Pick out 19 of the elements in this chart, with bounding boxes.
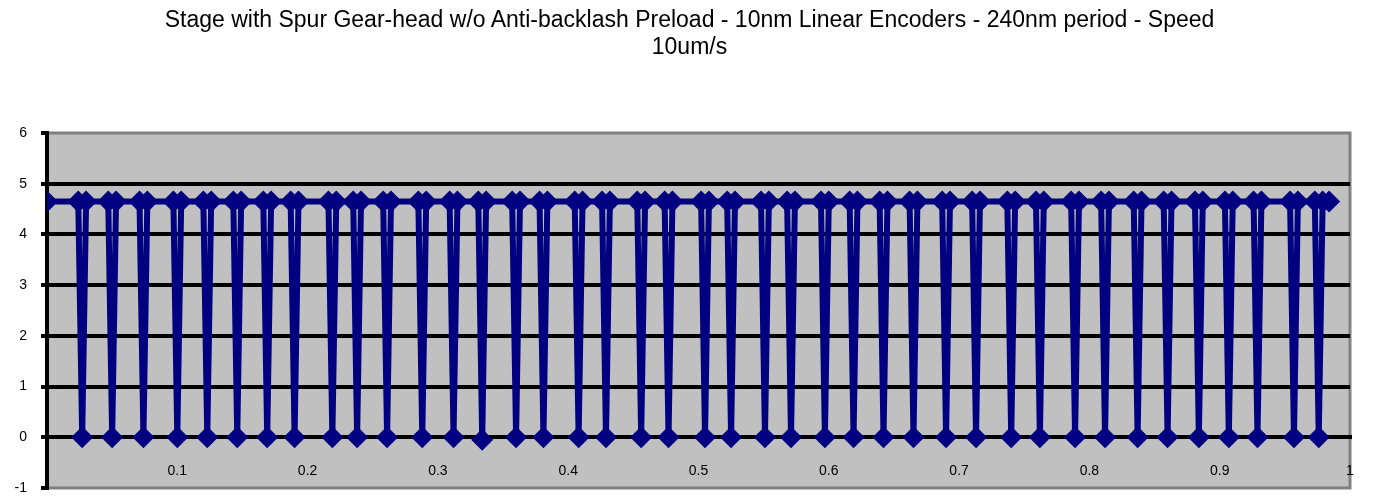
y-tick-label: 1 — [19, 377, 28, 394]
chart-title: Stage with Spur Gear-head w/o Anti-backlash Preload - 10nm Linear Encoders - 240nm period - Speed 10um/s — [163, 6, 1216, 60]
x-tick-label: 0.6 — [819, 461, 839, 478]
y-tick-label: 6 — [19, 123, 28, 140]
y-tick-label: 0 — [19, 428, 28, 445]
x-tick-label: 0.9 — [1209, 461, 1230, 478]
x-tick-label: 0.8 — [1079, 461, 1100, 478]
x-tick-label: 0.7 — [949, 461, 970, 478]
y-tick-label: 3 — [19, 276, 28, 292]
y-tick-label: 2 — [19, 326, 28, 343]
y-tick-label: 4 — [19, 225, 28, 242]
x-tick-label: 0.2 — [297, 461, 318, 478]
x-tick-label: 0.5 — [688, 461, 709, 478]
x-tick-label: 0.1 — [167, 461, 188, 478]
x-tick-label: 0.3 — [428, 461, 448, 478]
x-tick-label: 1 — [1346, 461, 1355, 478]
y-tick-label: 5 — [19, 174, 28, 191]
y-tick-label: -1 — [14, 478, 28, 495]
x-tick-label: 0.4 — [558, 461, 579, 478]
